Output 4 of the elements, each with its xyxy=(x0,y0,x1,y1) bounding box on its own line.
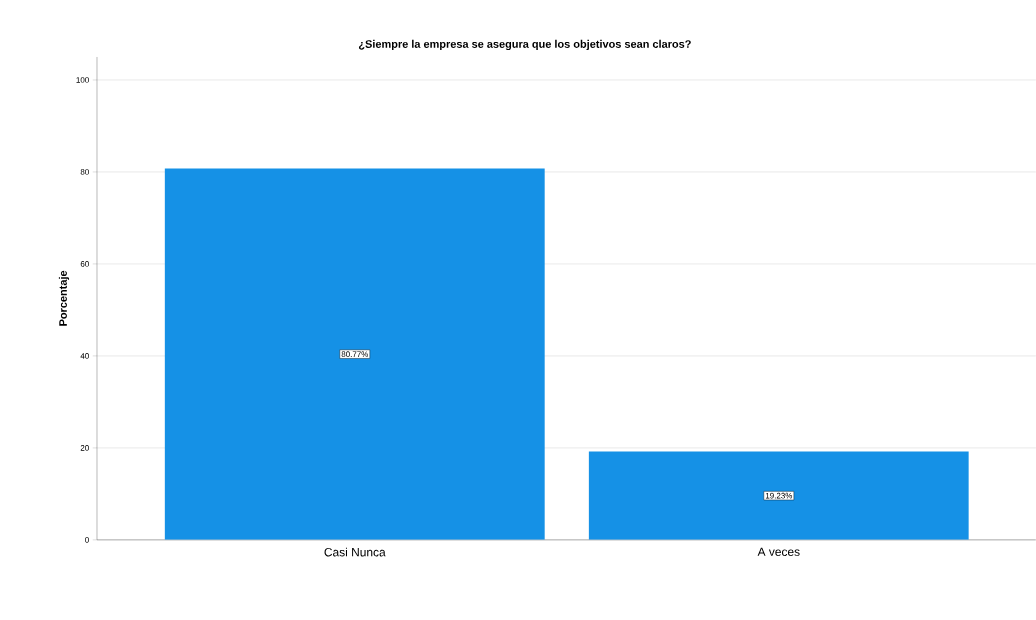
x-tick-label: Casi Nunca xyxy=(324,547,386,557)
chart-title: ¿Siempre la empresa se asegura que los objetivos sean claros? xyxy=(358,39,691,51)
y-axis-title: Porcentaje xyxy=(58,270,70,326)
x-tick-label: A veces xyxy=(757,547,800,557)
